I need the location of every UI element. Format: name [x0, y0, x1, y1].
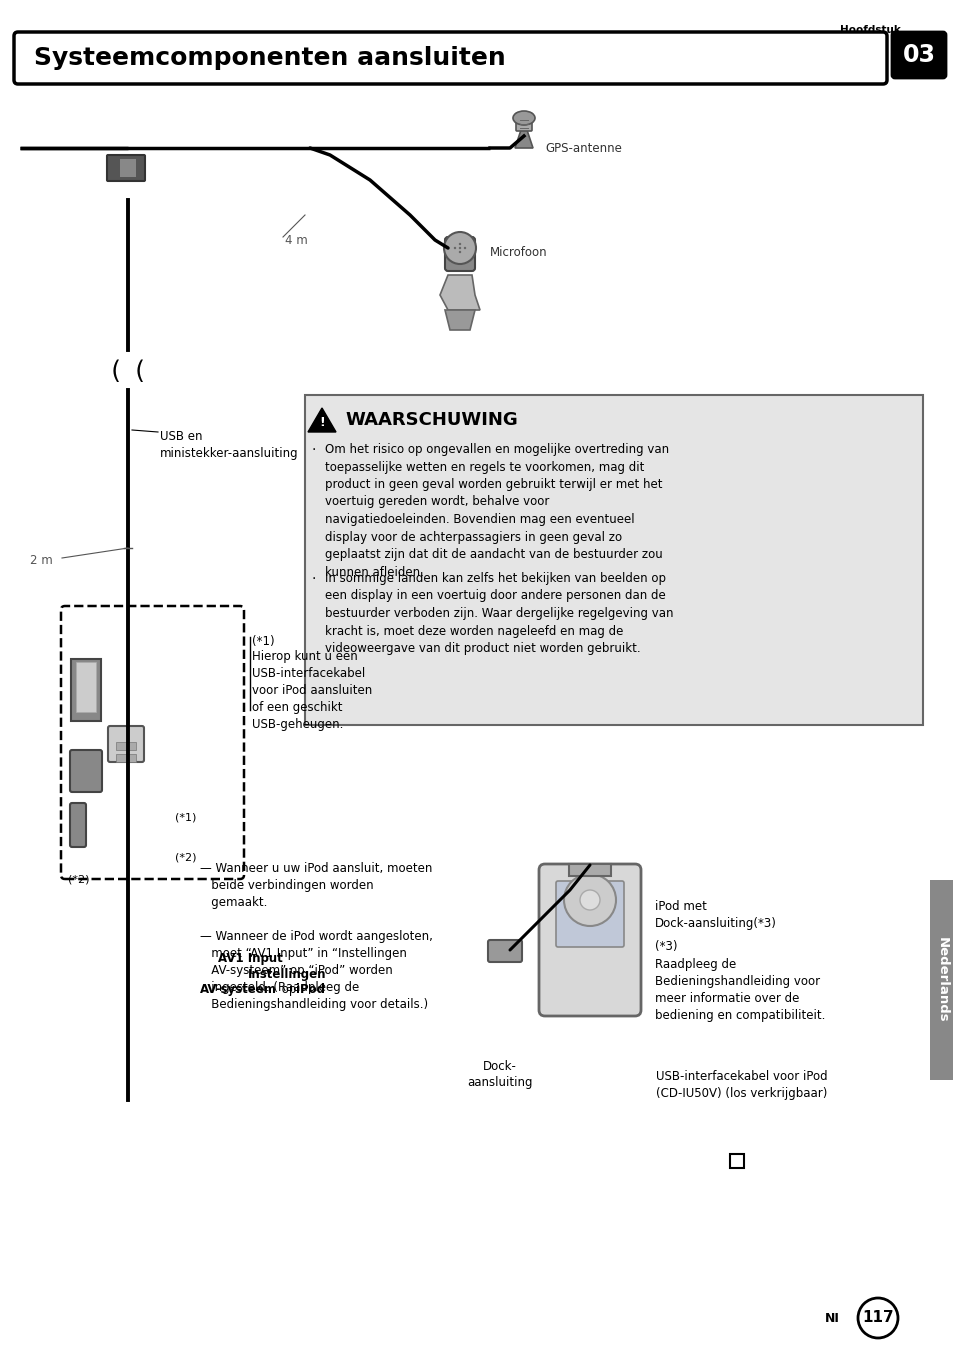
- Text: ): ): [131, 356, 141, 380]
- Text: USB-interfacekabel voor iPod
(CD-IU50V) (los verkrijgbaar): USB-interfacekabel voor iPod (CD-IU50V) …: [656, 1069, 827, 1101]
- FancyBboxPatch shape: [305, 395, 923, 725]
- Bar: [729, 1155, 743, 1168]
- Polygon shape: [515, 130, 533, 147]
- Text: 117: 117: [862, 1310, 893, 1325]
- FancyBboxPatch shape: [568, 864, 610, 876]
- Text: ·: ·: [312, 443, 316, 457]
- Text: !: !: [319, 416, 325, 430]
- FancyBboxPatch shape: [488, 940, 521, 963]
- Polygon shape: [439, 274, 479, 310]
- Text: — Wanneer u uw iPod aansluit, moeten
   beide verbindingen worden
   gemaakt.: — Wanneer u uw iPod aansluit, moeten bei…: [200, 863, 432, 909]
- Text: Hoofdstuk: Hoofdstuk: [839, 24, 900, 35]
- Text: ·: ·: [312, 572, 316, 585]
- Text: (*2): (*2): [68, 875, 90, 886]
- Text: (*3): (*3): [655, 940, 677, 953]
- Text: 2 m: 2 m: [30, 553, 52, 566]
- FancyBboxPatch shape: [538, 864, 640, 1015]
- Circle shape: [563, 873, 616, 926]
- Circle shape: [458, 243, 460, 245]
- Circle shape: [443, 233, 476, 264]
- Circle shape: [579, 890, 599, 910]
- Text: In sommige landen kan zelfs het bekijken van beelden op
een display in een voert: In sommige landen kan zelfs het bekijken…: [325, 572, 673, 654]
- FancyBboxPatch shape: [107, 155, 145, 181]
- Bar: [116, 754, 136, 763]
- Text: (*2): (*2): [174, 853, 196, 863]
- Text: WAARSCHUWING: WAARSCHUWING: [345, 411, 517, 429]
- Bar: [76, 662, 96, 713]
- Circle shape: [463, 247, 466, 249]
- Text: iPod met
Dock-aansluiting(*3): iPod met Dock-aansluiting(*3): [655, 900, 776, 930]
- Text: — Wanneer de iPod wordt aangesloten,
   moet “AV1 Input” in “Instellingen
   AV-: — Wanneer de iPod wordt aangesloten, moe…: [200, 930, 433, 1011]
- Text: ): ): [107, 356, 117, 380]
- Text: Nederlands: Nederlands: [935, 937, 947, 1023]
- Text: Raadpleeg de
Bedieningshandleiding voor
meer informatie over de
bediening en com: Raadpleeg de Bedieningshandleiding voor …: [655, 959, 824, 1022]
- FancyBboxPatch shape: [61, 606, 244, 879]
- Bar: [116, 742, 136, 750]
- Text: Om het risico op ongevallen en mogelijke overtreding van
toepasselijke wetten en: Om het risico op ongevallen en mogelijke…: [325, 443, 668, 579]
- Circle shape: [458, 247, 460, 249]
- FancyBboxPatch shape: [891, 32, 945, 78]
- Text: AV-systeem: AV-systeem: [200, 983, 276, 996]
- Text: (*1): (*1): [174, 813, 196, 823]
- FancyBboxPatch shape: [70, 750, 102, 792]
- Text: iPod: iPod: [295, 983, 325, 996]
- Text: Hierop kunt u een
USB-interfacekabel
voor iPod aansluiten
of een geschikt
USB-ge: Hierop kunt u een USB-interfacekabel voo…: [252, 650, 372, 731]
- Text: Microfoon: Microfoon: [490, 246, 547, 258]
- Bar: [929, 880, 953, 1080]
- FancyBboxPatch shape: [444, 237, 475, 270]
- Text: Systeemcomponenten aansluiten: Systeemcomponenten aansluiten: [34, 46, 505, 70]
- Text: USB en
ministekker-aansluiting: USB en ministekker-aansluiting: [160, 430, 298, 460]
- Polygon shape: [308, 408, 335, 433]
- FancyBboxPatch shape: [108, 726, 144, 763]
- Text: (*1): (*1): [252, 635, 274, 648]
- Circle shape: [458, 251, 460, 253]
- Circle shape: [454, 247, 456, 249]
- Text: GPS-antenne: GPS-antenne: [544, 142, 621, 154]
- FancyBboxPatch shape: [556, 882, 623, 946]
- Text: op: op: [277, 983, 300, 996]
- Circle shape: [857, 1298, 897, 1338]
- FancyBboxPatch shape: [70, 803, 86, 846]
- Text: 03: 03: [902, 43, 935, 68]
- FancyBboxPatch shape: [516, 114, 532, 131]
- Bar: [120, 160, 136, 177]
- FancyBboxPatch shape: [71, 658, 101, 721]
- Text: Instellingen: Instellingen: [248, 968, 326, 982]
- Polygon shape: [444, 310, 475, 330]
- Text: AV1 Input: AV1 Input: [218, 952, 282, 965]
- FancyBboxPatch shape: [14, 32, 886, 84]
- Ellipse shape: [513, 111, 535, 124]
- Text: NI: NI: [824, 1311, 840, 1325]
- Text: 4 m: 4 m: [285, 234, 308, 246]
- Text: Dock-
aansluiting: Dock- aansluiting: [467, 1060, 532, 1088]
